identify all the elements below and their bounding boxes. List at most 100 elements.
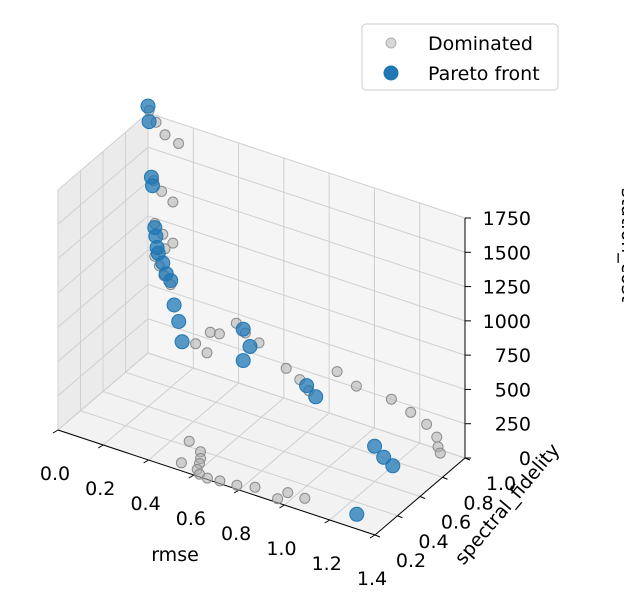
pareto-point bbox=[349, 506, 365, 522]
y-tick-mark bbox=[374, 534, 381, 538]
grid-z-left bbox=[57, 181, 149, 259]
dominated-point bbox=[201, 347, 213, 359]
grid-z-left bbox=[57, 249, 149, 328]
dominated-point bbox=[190, 338, 202, 350]
grid-z-back bbox=[147, 181, 466, 288]
pareto-point bbox=[235, 321, 251, 337]
y-tick-label: 1.0 bbox=[486, 473, 516, 495]
dominated-point bbox=[350, 380, 362, 392]
legend: Dominated Pareto front bbox=[361, 23, 559, 91]
dominated-point bbox=[214, 475, 226, 487]
grid-y-floor bbox=[80, 410, 398, 517]
y-tick-label: 0.2 bbox=[396, 550, 426, 572]
pareto-point bbox=[235, 353, 251, 369]
y-tick-label: 0.8 bbox=[463, 492, 493, 514]
dominated-point bbox=[421, 418, 433, 430]
grid-y-floor bbox=[102, 391, 421, 497]
x-tick-label: 1.2 bbox=[312, 553, 342, 575]
axis-ticks: 0.00.20.40.60.81.01.21.40.20.40.60.81.00… bbox=[40, 208, 531, 590]
z-tick-label: 500 bbox=[495, 379, 531, 401]
dominated-point bbox=[299, 492, 311, 504]
pareto-point bbox=[385, 458, 401, 474]
dominated-point bbox=[201, 472, 213, 484]
grid-z-back bbox=[147, 249, 466, 356]
grid-z-left bbox=[57, 112, 149, 191]
x-tick-label: 0.8 bbox=[221, 523, 251, 545]
x-tick-mark bbox=[279, 504, 285, 509]
dominated-point bbox=[213, 328, 225, 340]
grid-z-back bbox=[147, 112, 466, 219]
z-tick-label: 1250 bbox=[483, 277, 531, 299]
z-tick-label: 1750 bbox=[483, 208, 531, 230]
pareto-point bbox=[171, 314, 187, 329]
y-tick-label: 0.6 bbox=[441, 512, 471, 534]
dominated-point bbox=[167, 196, 179, 208]
legend-label-dominated: Dominated bbox=[428, 33, 533, 55]
grid-z-back bbox=[147, 146, 466, 253]
grid-z-left bbox=[57, 318, 149, 397]
x-tick-label: 0.0 bbox=[40, 463, 70, 485]
pareto-point bbox=[367, 438, 383, 454]
legend-label-pareto: Pareto front bbox=[428, 63, 540, 85]
x-tick-mark bbox=[188, 474, 195, 479]
dominated-point bbox=[183, 435, 195, 447]
grid-z-back bbox=[147, 318, 466, 425]
pareto-point bbox=[163, 273, 179, 289]
y-tick-mark bbox=[442, 476, 448, 480]
dominated-point bbox=[159, 129, 171, 141]
dominated-point bbox=[173, 138, 185, 149]
x-tick-mark bbox=[143, 459, 149, 464]
grid-z-back bbox=[147, 215, 466, 322]
grid-z-left bbox=[57, 215, 149, 294]
legend-box bbox=[361, 23, 559, 91]
x-tick-label: 0.2 bbox=[85, 478, 115, 500]
legend-marker-dominated bbox=[385, 37, 397, 49]
grid-z-left bbox=[57, 284, 149, 362]
x-tick-mark bbox=[52, 429, 59, 434]
pareto-point bbox=[140, 98, 156, 114]
dominated-point bbox=[167, 237, 179, 249]
axis-panes bbox=[57, 111, 466, 536]
x-tick-mark bbox=[369, 534, 376, 539]
z-tick-label: 1000 bbox=[483, 311, 531, 333]
z-tick-label: 0 bbox=[519, 448, 531, 470]
dominated-point bbox=[385, 393, 397, 405]
pareto-point bbox=[166, 297, 182, 313]
x-tick-label: 1.0 bbox=[266, 538, 296, 560]
y-tick-mark bbox=[419, 496, 426, 499]
dominated-point bbox=[434, 447, 446, 459]
scatter-points bbox=[140, 98, 446, 522]
pareto-point bbox=[174, 334, 190, 350]
grid-z-back bbox=[147, 352, 466, 459]
dominated-point bbox=[204, 326, 216, 338]
z-axis-label: station_cost bbox=[617, 188, 624, 302]
legend-marker-pareto bbox=[383, 65, 399, 81]
pareto-point bbox=[376, 449, 392, 465]
x-tick-label: 0.6 bbox=[176, 508, 206, 530]
pareto-point bbox=[299, 378, 315, 394]
x-tick-mark bbox=[324, 519, 330, 524]
z-tick-label: 1500 bbox=[483, 242, 531, 264]
y-tick-mark bbox=[397, 515, 403, 519]
z-tick-label: 250 bbox=[495, 414, 531, 436]
grid-z-left bbox=[57, 352, 149, 431]
z-tick-label: 750 bbox=[495, 345, 531, 367]
dominated-point bbox=[175, 457, 187, 469]
dominated-point bbox=[280, 362, 292, 374]
dominated-point bbox=[282, 487, 294, 499]
x-tick-label: 1.4 bbox=[357, 568, 387, 590]
dominated-point bbox=[331, 366, 343, 378]
pareto-point bbox=[242, 339, 258, 354]
grid-z-back bbox=[147, 283, 466, 390]
pareto-point bbox=[141, 114, 157, 130]
x-tick-label: 0.4 bbox=[130, 493, 160, 515]
x-tick-mark bbox=[98, 444, 104, 449]
dominated-point bbox=[231, 479, 243, 491]
pareto-point bbox=[145, 178, 160, 194]
dominated-point bbox=[431, 431, 443, 443]
x-axis-label: rmse bbox=[151, 544, 199, 566]
pareto-point bbox=[308, 389, 324, 405]
dominated-point bbox=[272, 493, 284, 505]
y-tick-label: 0.4 bbox=[418, 531, 448, 553]
